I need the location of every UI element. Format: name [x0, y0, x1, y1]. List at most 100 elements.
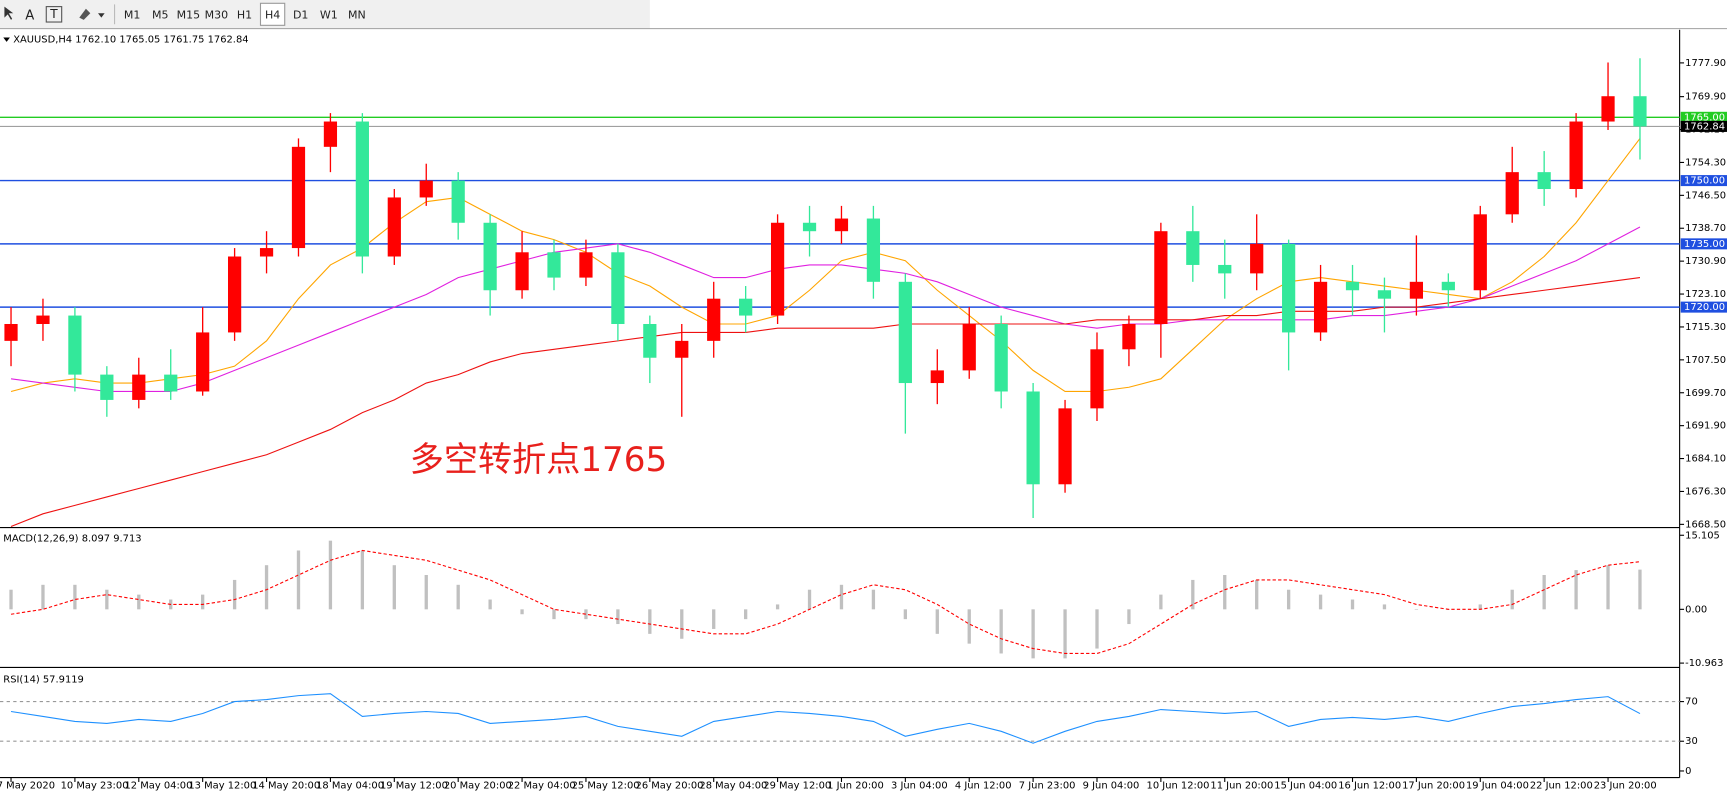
macd-bar — [903, 609, 908, 620]
y-tick-label: -10.963 — [1685, 658, 1723, 669]
macd-bar — [871, 589, 876, 610]
tool-button[interactable]: A — [25, 8, 34, 23]
level-label: 1720.00 — [1684, 302, 1725, 313]
timeframe-button[interactable]: H4 — [265, 8, 280, 21]
candle-body — [739, 298, 753, 316]
x-tick-label: 4 Jun 12:00 — [955, 780, 1012, 791]
timeframe-button[interactable]: MN — [348, 8, 366, 21]
candle-body — [707, 298, 721, 341]
timeframe-button[interactable]: D1 — [293, 8, 308, 21]
candle-body — [1441, 281, 1455, 291]
macd-bar — [712, 609, 716, 629]
candle-body — [1569, 121, 1583, 190]
tool-button[interactable]: T — [49, 7, 58, 21]
macd-bar — [999, 609, 1003, 654]
candle-body — [1601, 96, 1615, 122]
macd-bar — [1318, 594, 1323, 610]
macd-bar — [584, 609, 588, 620]
macd-bar — [1382, 604, 1387, 610]
candle-body — [1154, 231, 1168, 324]
candle-body — [68, 315, 82, 375]
macd-bar — [616, 609, 620, 625]
cursor-icon[interactable] — [4, 6, 14, 20]
candle-body — [675, 340, 689, 358]
y-tick-label: 1715.30 — [1685, 322, 1726, 333]
macd-bar — [967, 609, 971, 644]
y-tick-label: 30 — [1685, 736, 1698, 747]
shapes-icon[interactable] — [79, 8, 91, 20]
y-tick-label: 1691.90 — [1685, 421, 1726, 432]
macd-bar — [1510, 589, 1514, 610]
timeframe-button[interactable]: M30 — [205, 8, 229, 21]
candle-body — [1090, 349, 1104, 409]
macd-bar — [264, 565, 269, 610]
chart-title: XAUUSD,H4 1762.10 1765.05 1761.75 1762.8… — [13, 35, 248, 46]
candle-body — [419, 180, 433, 198]
candle-body — [611, 252, 625, 324]
candle-body — [387, 197, 401, 257]
x-tick-label: 26 May 20:00 — [636, 780, 704, 791]
indicator-title: MACD(12,26,9) 8.097 9.713 — [3, 534, 141, 545]
candle-body — [259, 248, 274, 257]
macd-bar — [839, 584, 844, 610]
candle-body — [866, 218, 881, 282]
timeframe-button[interactable]: H1 — [237, 8, 252, 21]
y-tick-label: 1738.70 — [1685, 223, 1726, 234]
level-tag — [1680, 175, 1727, 187]
candle-body — [1058, 408, 1072, 485]
y-tick-label: 1769.90 — [1685, 92, 1726, 103]
macd-bar — [1127, 609, 1131, 625]
x-tick-label: 12 May 04:00 — [124, 780, 192, 791]
x-tick-label: 14 May 20:00 — [252, 780, 320, 791]
macd-bar — [9, 589, 13, 610]
macd-bar — [1031, 609, 1035, 659]
active-timeframe — [259, 2, 286, 26]
timeframe-button[interactable]: M5 — [152, 8, 169, 21]
macd-bar — [41, 584, 45, 610]
dropdown-arrow[interactable] — [98, 13, 105, 18]
candle-body — [4, 323, 18, 341]
toolbar — [0, 0, 650, 29]
candle-body — [164, 374, 178, 392]
timeframe-button[interactable]: M1 — [124, 8, 141, 21]
moving-average — [10, 226, 1641, 393]
y-tick-label: 0.00 — [1685, 604, 1707, 615]
candle-body — [579, 252, 593, 278]
macd-bar — [680, 609, 684, 639]
candle-body — [770, 222, 785, 316]
last-price-tag — [1680, 120, 1727, 132]
macd-bar — [296, 550, 301, 610]
macd-bar — [775, 604, 780, 610]
candle-body — [1282, 243, 1296, 333]
candle-body — [1505, 172, 1519, 215]
macd-bar — [552, 609, 556, 620]
timeframe-button[interactable]: W1 — [320, 8, 338, 21]
x-tick-label: 23 Jun 20:00 — [1594, 780, 1657, 791]
x-tick-label: 7 Jun 23:00 — [1019, 780, 1076, 791]
candle-body — [196, 332, 210, 392]
macd-bar — [935, 609, 939, 634]
candle-body — [1186, 231, 1200, 265]
macd-bar — [1606, 565, 1610, 610]
macd-bar — [424, 575, 428, 610]
x-tick-label: 19 Jun 04:00 — [1466, 780, 1529, 791]
macd-bar — [1414, 609, 1419, 610]
y-tick-label: 15.105 — [1685, 530, 1720, 541]
macd-bar — [1159, 594, 1163, 610]
x-tick-label: 10 Jun 12:00 — [1147, 780, 1210, 791]
candle-body — [1250, 243, 1264, 274]
x-tick-label: 22 Jun 12:00 — [1530, 780, 1593, 791]
annotation: 多空转折点1765 — [410, 440, 667, 480]
candle-body — [1122, 323, 1136, 350]
candle-body — [962, 323, 976, 371]
candle-body — [1026, 391, 1040, 485]
x-tick-label: 17 Jun 20:00 — [1402, 780, 1465, 791]
text-tool-box[interactable] — [45, 6, 63, 23]
level-tag — [1680, 238, 1727, 250]
macd-bar — [1286, 589, 1291, 610]
timeframe-button[interactable]: M15 — [177, 8, 201, 21]
macd-bar — [360, 550, 365, 610]
